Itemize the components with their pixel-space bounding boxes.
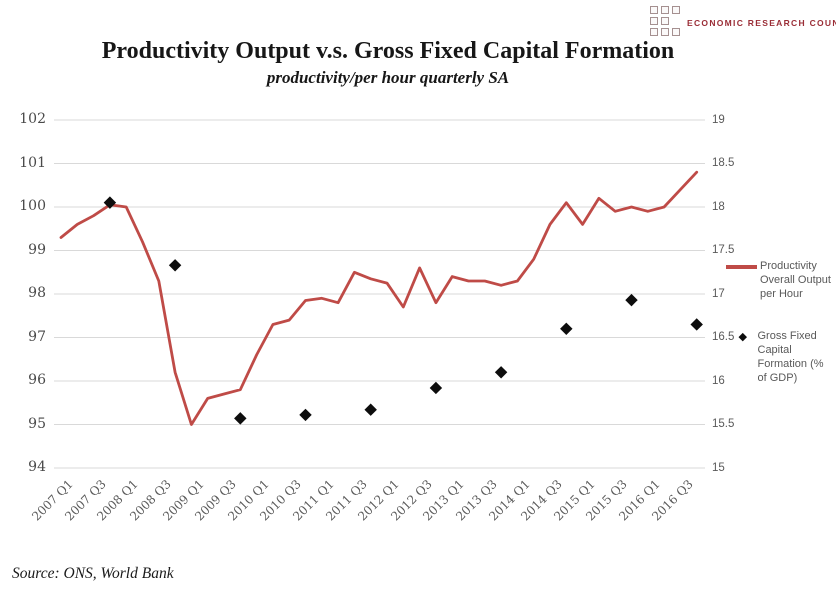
- gfcf-point: [234, 412, 247, 425]
- chart-subtitle: productivity/per hour quarterly SA: [266, 68, 510, 87]
- gfcf-point: [299, 408, 312, 422]
- legend-label: Productivity Overall Output per Hour: [760, 260, 831, 300]
- source-note: Source: ONS, World Bank: [12, 565, 174, 582]
- gfcf-point: [103, 196, 117, 209]
- legend-item-productivity: Productivity Overall Output per Hour: [726, 260, 836, 302]
- gfcf-point: [625, 293, 638, 307]
- gfcf-point: [168, 259, 182, 272]
- legend-item-gfcf: Gross Fixed Capital Formation (% of GDP): [726, 330, 836, 386]
- gfcf-point: [364, 403, 377, 416]
- productivity-line: [59, 170, 699, 426]
- red-line-swatch-icon: [726, 265, 757, 269]
- logo-squares-icon: [650, 6, 683, 39]
- chart-title: Productivity Output v.s. Gross Fixed Cap…: [101, 38, 675, 64]
- legend-label: Gross Fixed Capital Formation (% of GDP): [757, 330, 824, 384]
- gfcf-point: [429, 381, 443, 395]
- gfcf-point: [560, 322, 573, 336]
- logo-text: ECONOMIC RESEARCH COUNCIL: [687, 17, 836, 28]
- black-diamond-swatch-icon: [738, 332, 747, 341]
- gfcf-point: [494, 366, 508, 379]
- gfcf-point: [690, 318, 703, 331]
- erc-logo: ECONOMIC RESEARCH COUNCIL: [650, 6, 836, 39]
